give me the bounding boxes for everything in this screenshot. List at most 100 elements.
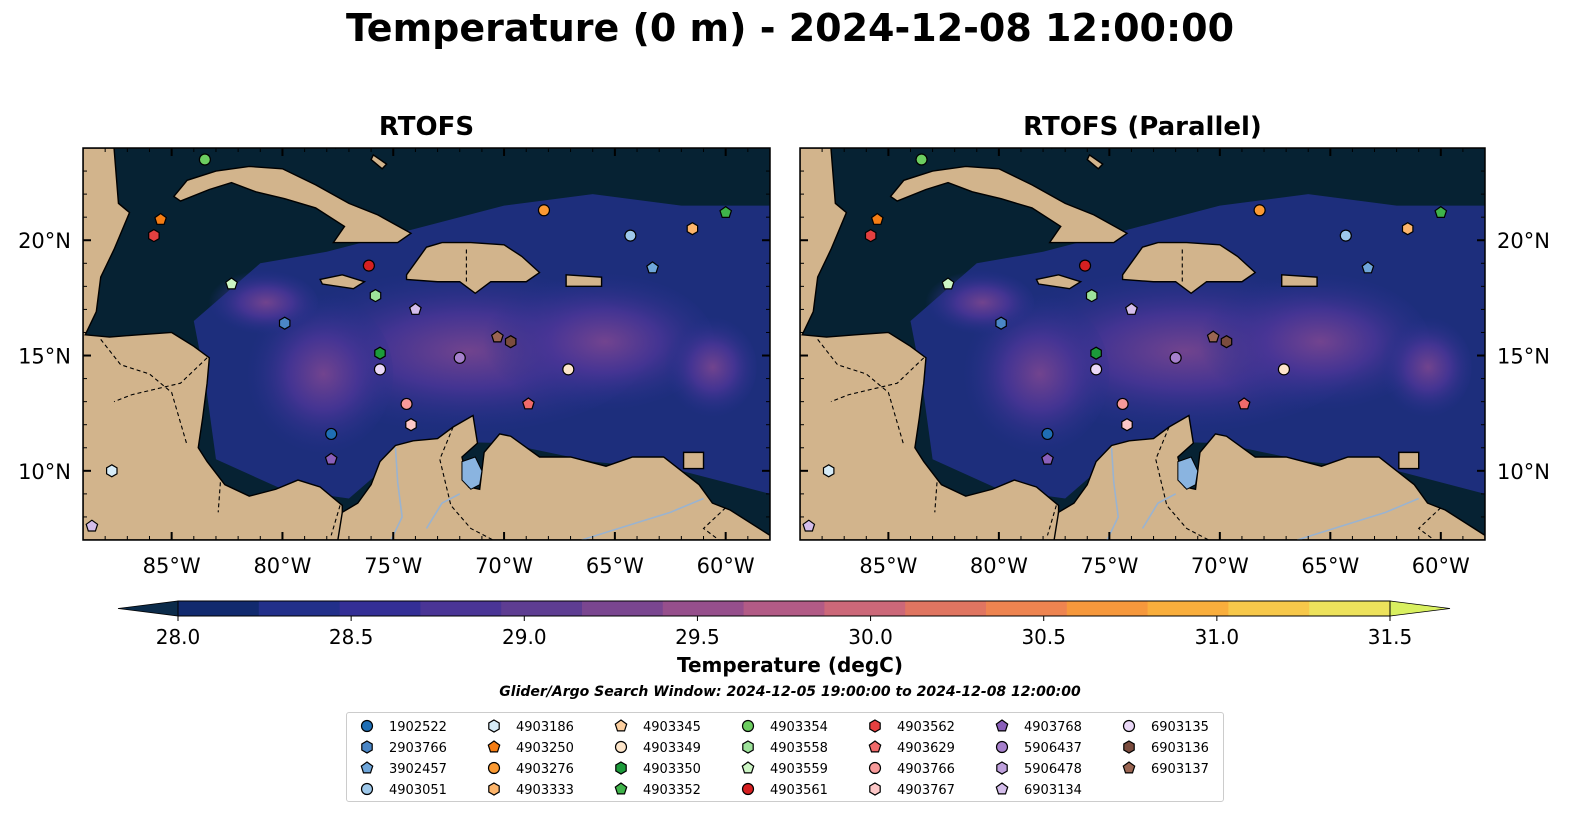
- axis-ticks: [82, 147, 771, 541]
- landmass: [1121, 241, 1257, 295]
- legend-marker-pentagon: [360, 761, 374, 774]
- lat-tick-label: 20°N: [18, 229, 71, 253]
- legend-entry-4903558: 4903558: [742, 740, 828, 756]
- landmass: [172, 165, 413, 244]
- lon-tick-label: 60°W: [1412, 554, 1470, 578]
- legend-marker-pentagon: [995, 719, 1009, 732]
- lon-tick-label: 65°W: [1301, 554, 1359, 578]
- legend-label: 4903766: [897, 762, 955, 777]
- obs-marker-4903350: [1090, 346, 1102, 360]
- lon-tick-label: 65°W: [586, 554, 644, 578]
- obs-marker-4903350: [374, 346, 386, 360]
- legend-entry-4903349: 4903349: [614, 740, 701, 756]
- legend-entry-3902457: 3902457: [360, 761, 447, 777]
- legend-entry-4903767: 4903767: [869, 782, 955, 798]
- obs-marker-4903558: [1085, 288, 1098, 303]
- country-border: [1417, 507, 1442, 540]
- landmass: [319, 274, 367, 290]
- panel-title-rtofs-parallel: RTOFS (Parallel): [1023, 112, 1262, 142]
- landmass: [565, 274, 603, 288]
- lat-tick-label: 15°N: [18, 345, 71, 369]
- warm-water-blob: [470, 272, 715, 411]
- landmass: [1051, 148, 1053, 150]
- obs-marker-4903354: [915, 153, 928, 166]
- obs-marker-4903768: [1041, 452, 1054, 465]
- obs-marker-4903276: [1253, 204, 1266, 217]
- legend-entry-5906437: 5906437: [995, 740, 1082, 756]
- legend-marker-pentagon: [1122, 761, 1136, 774]
- legend-label: 6903134: [1024, 783, 1082, 798]
- legend-label: 4903352: [643, 783, 701, 798]
- lon-tick-label: 75°W: [364, 554, 422, 578]
- obs-marker-6903137: [490, 330, 504, 343]
- legend-entry-4903350: 4903350: [615, 761, 701, 777]
- legend-label: 4903350: [643, 762, 701, 777]
- obs-marker-4903559: [225, 277, 238, 290]
- legend-entries: 1902522 2903766 3902457 4903051 4903186 49032…: [360, 719, 1209, 798]
- landmass: [1398, 451, 1420, 470]
- legend-marker-circle: [868, 761, 882, 775]
- obs-marker-4903051: [1339, 229, 1352, 242]
- landmass: [83, 148, 343, 540]
- obs-marker-4903767: [405, 418, 417, 432]
- obs-marker-4903333: [686, 222, 699, 236]
- legend-label: 4903561: [770, 783, 828, 798]
- legend-marker-circle: [1122, 719, 1136, 733]
- obs-marker-6903134: [85, 519, 99, 532]
- obs-marker-4903250: [870, 212, 884, 225]
- legend-label: 4903559: [770, 762, 828, 777]
- obs-marker-4903250: [154, 212, 168, 225]
- obs-marker-6903135: [373, 363, 387, 376]
- obs-marker-4903333: [1401, 222, 1414, 236]
- obs-marker-4903768: [324, 452, 338, 465]
- legend-entry-4903352: 4903352: [614, 782, 701, 798]
- obs-marker-4903558: [369, 288, 382, 303]
- lon-tick-label: 85°W: [143, 554, 201, 578]
- legend-marker-circle: [614, 740, 628, 754]
- axis-ticks: [799, 147, 1486, 541]
- legend-marker-hexagon: [1123, 740, 1135, 754]
- country-border: [934, 482, 938, 513]
- obs-marker-4903051: [624, 229, 637, 242]
- legend-entry-4903561: 4903561: [741, 782, 828, 798]
- legend-label: 3902457: [389, 762, 447, 777]
- landmass: [405, 241, 541, 295]
- lat-tick-label: 20°N: [1497, 229, 1550, 253]
- obs-marker-4903352: [719, 205, 733, 218]
- obs-marker-1902522: [1041, 427, 1054, 441]
- obs-marker-4903561: [362, 259, 375, 272]
- obs-marker-3902457: [646, 261, 660, 274]
- legend-label: 4903349: [643, 741, 701, 756]
- river: [390, 447, 403, 540]
- legend-marker-circle: [360, 782, 374, 796]
- country-border: [217, 482, 221, 513]
- river: [1106, 447, 1120, 540]
- legend-entry-4903345: 4903345: [614, 719, 701, 735]
- obs-marker-4903766: [1116, 397, 1129, 411]
- obs-marker-4903767: [1121, 418, 1133, 432]
- obs-marker-5906437: [1169, 351, 1182, 364]
- legend-label: 4903558: [770, 741, 828, 756]
- obs-marker-2903766: [278, 316, 291, 330]
- legend-entry-6903134: 6903134: [995, 782, 1082, 798]
- river: [425, 493, 461, 529]
- legend-marker-hexagon: [488, 782, 500, 796]
- legend-label: 4903186: [516, 720, 574, 735]
- landmass: [1281, 274, 1318, 288]
- legend-entry-6903137: 6903137: [1122, 761, 1209, 777]
- lat-tick-label: 10°N: [1497, 460, 1550, 484]
- legend-entry-4903051: 4903051: [360, 782, 447, 798]
- map-figure: 85°W 80°W 75°W 70°W 65°W 60°W10°N15°N20°N85°W…: [18, 147, 1550, 578]
- landmass: [337, 414, 770, 540]
- panel-title-rtofs: RTOFS: [378, 112, 475, 142]
- landmass: [1053, 414, 1485, 540]
- country-border: [1046, 505, 1057, 536]
- colorbar-label: Temperature (degC): [677, 653, 903, 677]
- legend-marker-circle: [360, 719, 374, 733]
- legend-label: 5906437: [1024, 741, 1082, 756]
- obs-marker-4903276: [537, 204, 551, 217]
- landmass: [1086, 153, 1104, 170]
- lon-tick-label: 70°W: [1191, 554, 1249, 578]
- legend-label: 4903354: [770, 720, 828, 735]
- legend-marker-pentagon: [995, 782, 1009, 795]
